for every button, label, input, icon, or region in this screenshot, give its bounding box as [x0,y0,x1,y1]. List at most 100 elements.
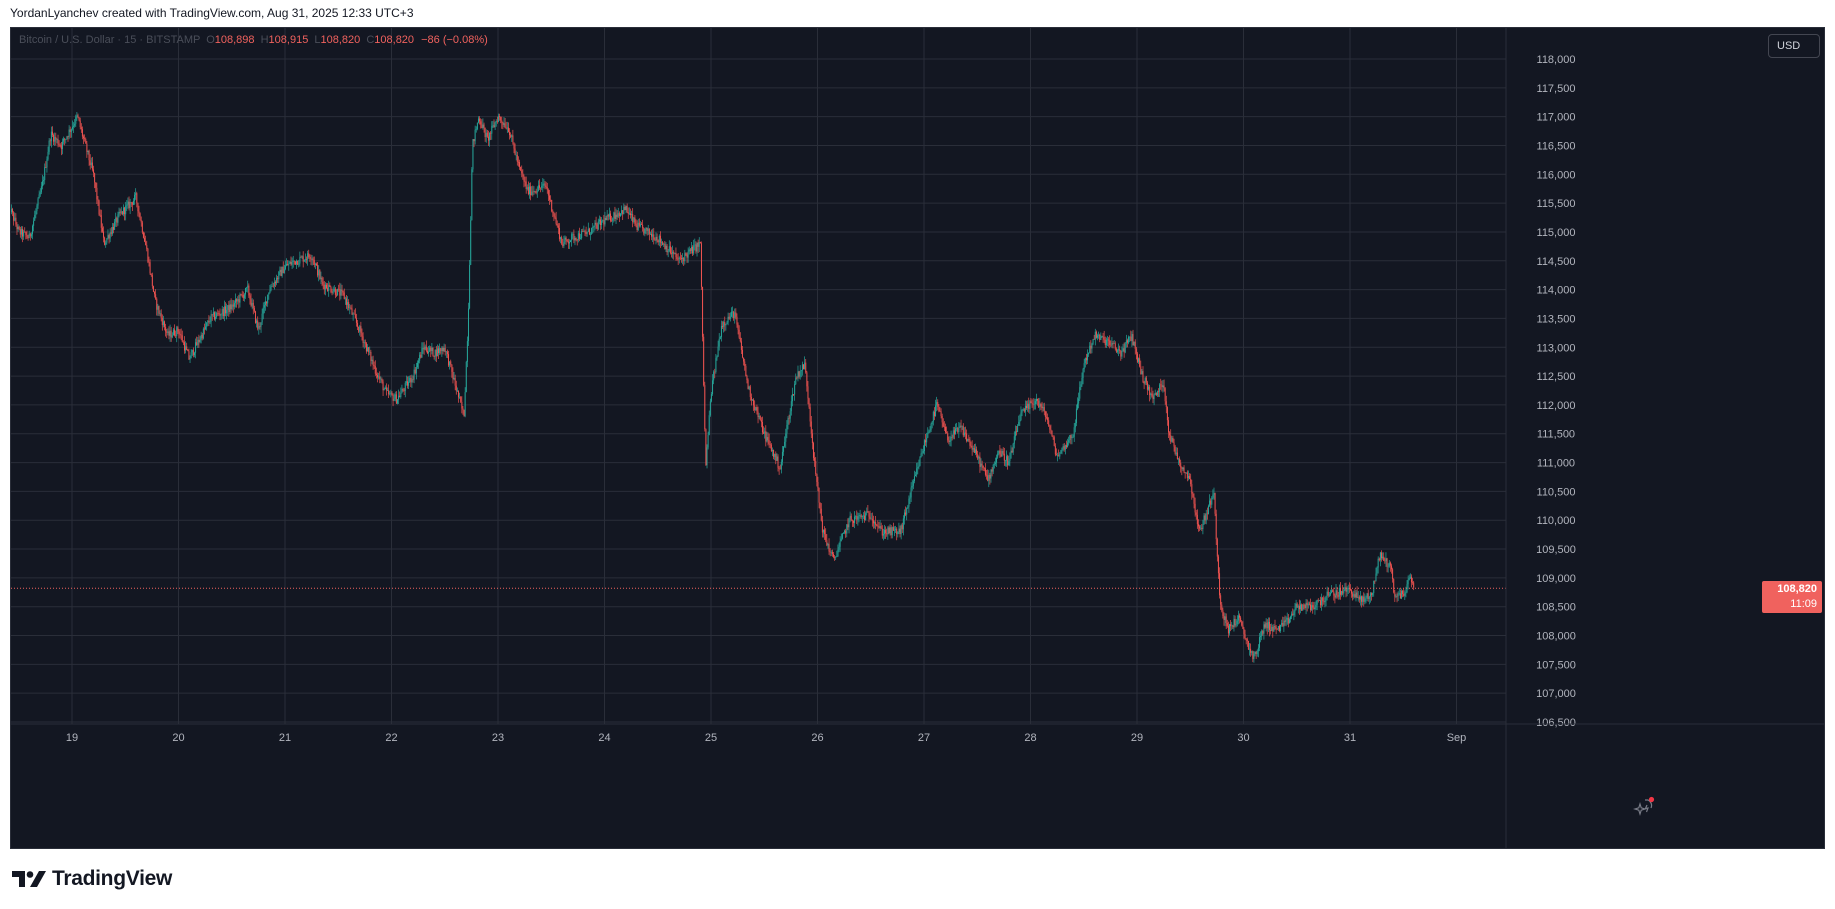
candle [1144,376,1146,386]
candle [673,250,675,260]
brand[interactable]: TradingView [12,866,172,892]
candle [110,227,112,237]
candle [174,324,176,337]
candle [198,334,200,348]
sparkle-icon[interactable] [1632,795,1656,819]
candle [1049,424,1051,434]
candle [1209,494,1211,507]
candle [530,182,532,201]
candle [1355,589,1357,602]
candle [65,138,67,144]
candle [614,206,616,222]
candle [164,320,166,331]
x-tick-label: 24 [598,732,610,744]
candle [840,533,842,542]
candle [455,380,457,395]
candle [708,410,710,436]
candle [831,549,833,557]
candle [146,240,148,252]
candle [1397,591,1399,602]
candle [550,195,552,203]
price-chart[interactable]: 106,500 107,000 107,500 108,000 108,500 109,0… [11,28,1825,849]
candle [221,305,223,319]
candle [617,207,619,219]
last-price-label: 108,820 11:09 [1762,581,1822,614]
candle [195,338,197,359]
candle [978,455,980,464]
candle [880,522,882,530]
candle [747,378,749,390]
candle [293,260,295,265]
candle [1012,442,1014,456]
candle [36,203,38,215]
candle [572,232,574,240]
candle [412,375,414,383]
candle [1362,595,1364,606]
candle [534,190,536,194]
symbol-description[interactable]: Bitcoin / U.S. Dollar · 15 · BITSTAMP [19,34,201,46]
candle [591,227,593,235]
candle [784,436,786,448]
candle [1065,440,1067,450]
candle [233,300,235,310]
candle [17,224,19,232]
candle [270,284,272,292]
candle [129,198,131,214]
candle [338,284,340,292]
candle [1184,472,1186,479]
candle [886,528,888,537]
currency-button[interactable]: USD [1768,34,1820,58]
candle [532,185,534,197]
candle [165,323,167,337]
candle [231,299,233,311]
candle [481,119,483,129]
candle [927,427,929,439]
candle [56,138,58,144]
candle [916,462,918,478]
candle [69,126,71,138]
candle [247,280,249,293]
candle [238,294,240,309]
candle [832,551,834,559]
candle [683,257,685,266]
candle [383,387,385,391]
candle [1395,594,1397,599]
candle [228,300,230,317]
candle [307,250,309,266]
candle [661,238,663,247]
candle [1090,340,1092,354]
candle [150,273,152,277]
candle [602,219,604,223]
candle [1305,599,1307,615]
candle [219,308,221,321]
candle [1073,422,1075,442]
candle [920,448,922,458]
candle [460,396,462,404]
candle [990,469,992,483]
candle [759,415,761,421]
candle [156,297,158,316]
candle [1187,470,1189,481]
candle [22,226,24,243]
candle [1294,603,1296,617]
candle [439,343,441,355]
candle [223,300,225,322]
candle [161,314,163,331]
candle [29,232,31,241]
candle [933,407,935,421]
candle [839,536,841,552]
candle [989,472,991,485]
candle [321,276,323,287]
candle [279,266,281,276]
candle [199,336,201,344]
candle [813,441,815,461]
candle [272,283,274,288]
y-tick-label: 108,000 [1536,631,1576,643]
candle [819,502,821,514]
candle [952,426,954,440]
candle [517,156,519,167]
candle [212,307,214,318]
candle [696,242,698,257]
chart-area[interactable]: 106,500 107,000 107,500 108,000 108,500 109,0… [10,27,1825,849]
candle [48,138,50,155]
